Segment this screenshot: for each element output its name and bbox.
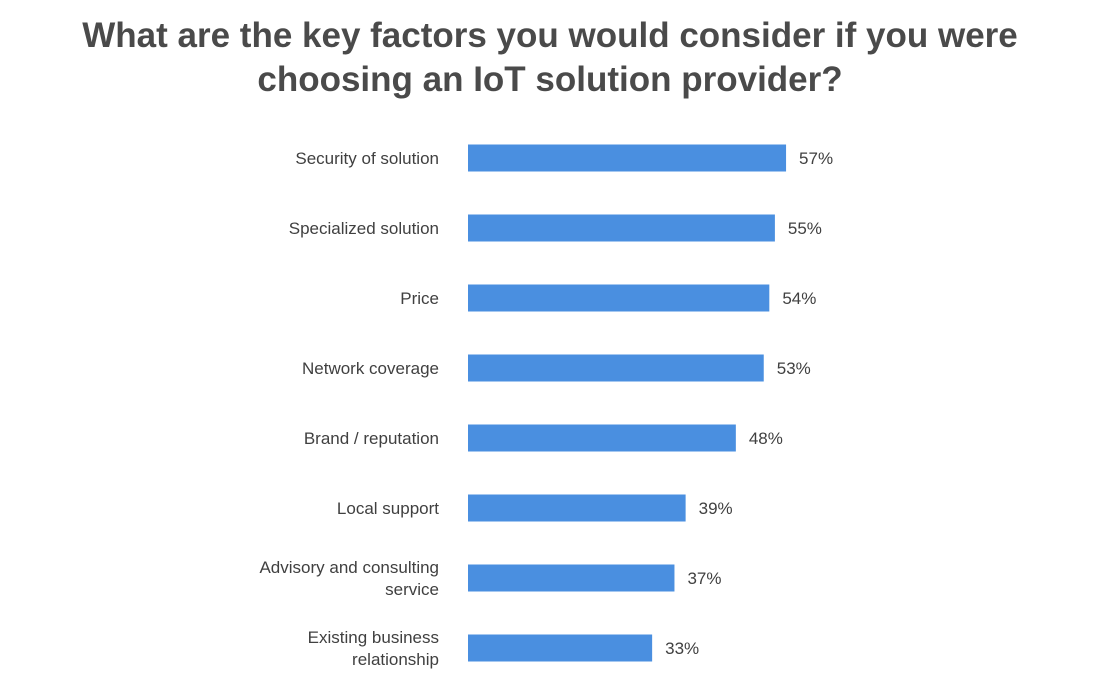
bar-3	[468, 354, 764, 382]
value-label-7: 33%	[665, 639, 699, 658]
value-label-3: 53%	[777, 359, 811, 378]
bar-7	[468, 634, 653, 662]
bars-group: 57% Security of solution 55% Specialized so…	[259, 144, 833, 669]
category-label-4: Brand / reputation	[304, 429, 439, 448]
value-label-2: 54%	[782, 289, 816, 308]
category-label-1: Specialized solution	[289, 219, 439, 238]
value-label-1: 55%	[788, 219, 822, 238]
chart-title: What are the key factors you would consi…	[0, 14, 1100, 102]
category-label-2: Price	[400, 289, 439, 308]
bar-2	[468, 284, 770, 312]
bar-0	[468, 144, 787, 172]
category-label-7: Existing business relationship	[308, 628, 439, 669]
bar-4	[468, 424, 736, 452]
value-label-0: 57%	[799, 149, 833, 168]
category-label-5: Local support	[337, 499, 439, 518]
value-label-5: 39%	[699, 499, 733, 518]
category-label-3: Network coverage	[302, 359, 439, 378]
category-label-6: Advisory and consulting service	[259, 558, 439, 599]
chart-title-line-2: choosing an IoT solution provider?	[257, 60, 843, 99]
category-label-0: Security of solution	[295, 149, 439, 168]
bar-6	[468, 564, 675, 592]
value-label-4: 48%	[749, 429, 783, 448]
value-label-6: 37%	[687, 569, 721, 588]
bar-5	[468, 494, 686, 522]
bar-1	[468, 214, 775, 242]
chart-title-line-1: What are the key factors you would consi…	[82, 16, 1018, 55]
